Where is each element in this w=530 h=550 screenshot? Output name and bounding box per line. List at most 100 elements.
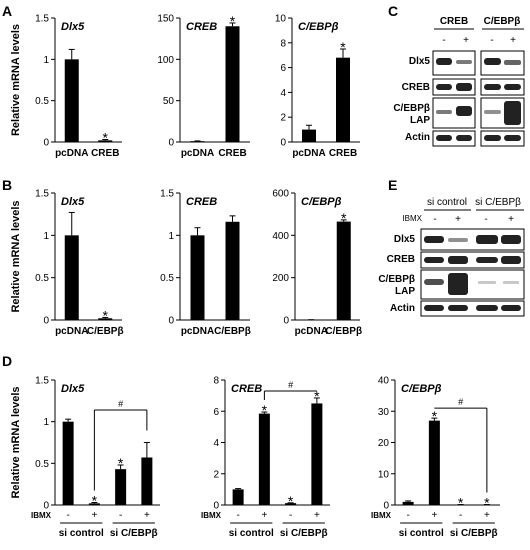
treatment-label: IBMX: [31, 511, 52, 520]
significance-star: *: [262, 402, 268, 418]
y-axis-label: Relative mRNA levels: [10, 200, 22, 312]
significance-star: *: [458, 495, 464, 511]
blot-c-box-actin-left: [432, 130, 476, 147]
x-tick-label: C/EBPβ: [214, 326, 251, 337]
significance-star: *: [103, 307, 109, 323]
y-tick-label: 1.5: [35, 376, 49, 387]
y-tick-label: 0: [168, 138, 174, 149]
y-tick-label: 150: [157, 14, 174, 25]
y-tick-label: 0.5: [35, 459, 49, 470]
bar: [98, 318, 113, 320]
blot-c-band: [436, 58, 452, 65]
y-tick-label: 1.5: [160, 189, 174, 200]
blot-c-band: [504, 135, 521, 141]
panel-letter-e: E: [388, 177, 397, 193]
blot-c-row-lap: LAP: [410, 115, 430, 126]
blot-e-sign-4: +: [508, 214, 514, 225]
chart-title: CREB: [231, 383, 262, 395]
blot-c-band: [456, 83, 472, 91]
bar: [302, 129, 316, 142]
chart-title: CREB: [186, 21, 217, 33]
blot-e-band: [476, 235, 498, 244]
blot-c-row-actin: Actin: [405, 132, 430, 143]
x-tick-label: -: [289, 510, 292, 521]
bar: [64, 235, 79, 320]
y-axis-label: Relative mRNA levels: [10, 386, 22, 498]
y-tick-label: 1.5: [35, 14, 49, 25]
blot-e-band: [424, 257, 444, 263]
blot-c-col-creb: CREB: [440, 16, 468, 27]
x-tick-label: -: [406, 510, 409, 521]
x-tick-label: -: [459, 510, 462, 521]
blot-c-box-actin-right: [480, 130, 525, 147]
blot-e-band: [478, 281, 496, 284]
panel-letter-c: C: [388, 3, 398, 19]
y-tick-label: 0: [280, 138, 286, 149]
bar: [225, 221, 240, 320]
chart-title: Dlx5: [61, 383, 85, 395]
blot-e-band: [424, 279, 444, 285]
blot-e-row-actin: Actin: [390, 303, 415, 314]
x-tick-label: pcDNA: [55, 148, 88, 159]
y-tick-label: 0: [213, 501, 219, 512]
y-tick-label: 8: [280, 38, 286, 49]
bar: [402, 501, 414, 505]
blot-c-sign-4: +: [510, 35, 516, 46]
chart-title: Dlx5: [61, 196, 85, 208]
y-tick-label: 2: [213, 469, 219, 480]
blot-c-band: [484, 84, 501, 90]
x-tick-label: -: [119, 510, 122, 521]
y-tick-label: 0.5: [35, 96, 49, 107]
group-label: si control: [399, 528, 444, 539]
blot-c-col-cebpb: C/EBPβ: [484, 16, 521, 27]
group-label: si C/EBPβ: [450, 528, 498, 539]
blot-e-group-sicebpb: si C/EBPβ: [475, 197, 521, 208]
panel-letter-b: B: [2, 177, 12, 193]
bar: [258, 413, 270, 505]
x-tick-label: +: [261, 510, 267, 521]
significance-star: *: [341, 210, 347, 226]
blot-e-row-dlx5: Dlx5: [394, 234, 416, 245]
bar: [311, 403, 323, 505]
bar: [98, 140, 113, 142]
y-tick-label: 6: [280, 63, 286, 74]
bracket-label: #: [118, 399, 123, 409]
x-tick-label: -: [66, 510, 69, 521]
y-tick-label: 0: [383, 501, 389, 512]
blot-c-sign-1: -: [442, 35, 445, 46]
blot-c-row-creb: CREB: [402, 82, 430, 93]
x-tick-label: CREB: [218, 148, 246, 159]
y-tick-label: 0: [43, 138, 49, 149]
y-tick-label: 1.5: [35, 189, 49, 200]
y-tick-label: 2: [280, 113, 286, 124]
chart-title: C/EBPβ: [401, 383, 442, 395]
panel-letter-d: D: [2, 353, 12, 369]
y-tick-label: 8: [213, 376, 219, 387]
blot-e-row-cebpb: C/EBPβ: [378, 274, 415, 285]
group-label: si control: [229, 528, 274, 539]
y-tick-label: 400: [272, 231, 289, 242]
x-tick-label: +: [431, 510, 437, 521]
blot-c-band: [504, 101, 521, 125]
y-tick-label: 600: [272, 189, 289, 200]
blot-c-band: [436, 110, 452, 114]
blot-e-band: [503, 281, 519, 284]
y-tick-label: 200: [272, 273, 289, 284]
blot-e-sign-3: -: [484, 214, 487, 225]
bar: [285, 503, 297, 505]
y-tick-label: 0.5: [160, 273, 174, 284]
y-tick-label: 0: [43, 316, 49, 327]
y-tick-label: 0: [168, 316, 174, 327]
blot-e-band: [501, 256, 521, 264]
bar: [62, 421, 74, 505]
x-tick-label: pcDNA: [181, 148, 214, 159]
blot-c-band: [484, 135, 501, 141]
blot-e-band: [424, 236, 444, 243]
blot-e-box-actin: [420, 300, 525, 317]
chart-title: Dlx5: [61, 21, 85, 33]
bar: [190, 235, 205, 320]
bracket-label: #: [288, 380, 293, 390]
bar: [225, 26, 240, 143]
